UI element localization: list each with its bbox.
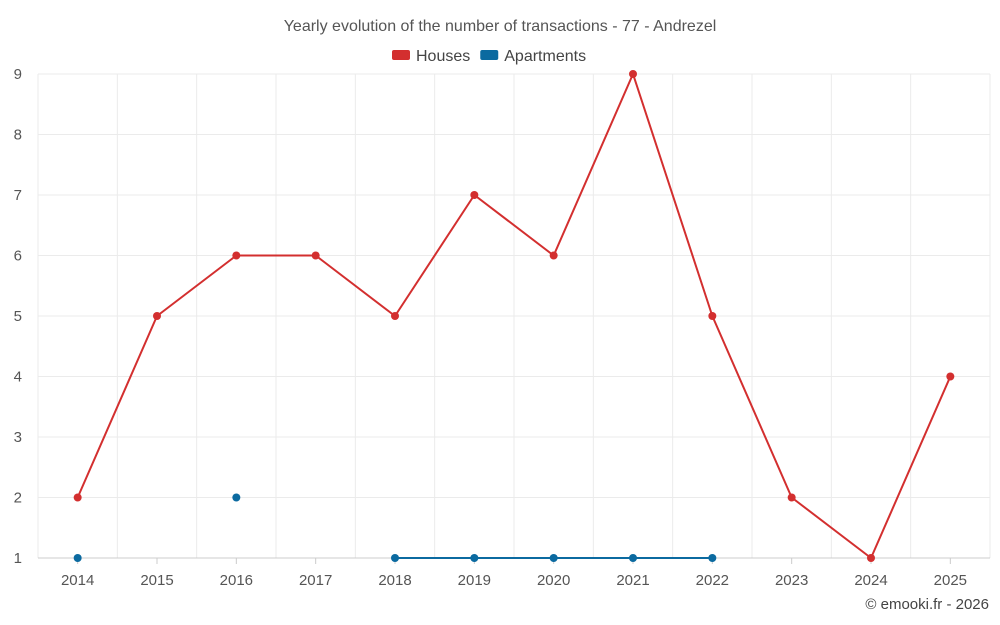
series-layer <box>73 70 955 562</box>
data-point-houses <box>391 312 399 320</box>
x-tick-label: 2023 <box>775 572 808 589</box>
legend: Houses Apartments <box>392 48 586 65</box>
data-point-houses <box>787 493 796 502</box>
data-point-apartments <box>470 554 479 562</box>
data-point-houses <box>549 251 558 260</box>
y-tick-label: 9 <box>14 66 22 83</box>
y-tick-label: 1 <box>14 550 22 567</box>
legend-label-apartments: Apartments <box>504 48 586 65</box>
data-point-houses <box>629 70 637 78</box>
y-tick-label: 4 <box>14 369 22 386</box>
data-point-houses <box>470 191 479 199</box>
x-tick-label: 2020 <box>537 572 570 589</box>
series-apartments <box>73 493 717 562</box>
data-point-houses <box>708 312 717 320</box>
x-tick-label: 2016 <box>220 572 253 589</box>
x-tick-label: 2021 <box>616 572 649 589</box>
x-tick-label: 2024 <box>854 572 887 589</box>
legend-swatch-houses <box>392 50 410 60</box>
data-point-apartments <box>391 554 399 562</box>
legend-label-houses: Houses <box>416 48 470 65</box>
x-tick-label: 2025 <box>934 572 967 589</box>
data-point-houses <box>232 251 241 260</box>
y-tick-label: 8 <box>14 127 22 144</box>
data-point-apartments <box>708 554 717 562</box>
chart-title: Yearly evolution of the number of transa… <box>284 18 717 35</box>
grid <box>37 73 991 559</box>
x-tick-label: 2022 <box>696 572 729 589</box>
series-houses <box>73 70 955 562</box>
y-tick-label: 5 <box>14 308 22 325</box>
y-tick-label: 3 <box>14 429 22 446</box>
y-tick-label: 7 <box>14 187 22 204</box>
x-tick-label: 2017 <box>299 572 332 589</box>
data-point-houses <box>867 554 875 562</box>
x-tick-label: 2014 <box>61 572 94 589</box>
data-point-houses <box>73 493 82 502</box>
data-point-houses <box>946 372 955 381</box>
x-tick-label: 2015 <box>140 572 173 589</box>
data-point-apartments <box>232 493 241 502</box>
y-tick-label: 2 <box>14 490 22 507</box>
credit-text: © emooki.fr - 2026 <box>865 596 989 613</box>
axes: 1 2 3 4 5 6 7 8 9 2014 2015 2016 2017 2018 2019 2020 202… <box>14 66 990 589</box>
data-point-apartments <box>549 554 558 562</box>
legend-swatch-apartments <box>480 50 499 60</box>
y-tick-label: 6 <box>14 248 22 265</box>
series-line-houses <box>76 73 952 559</box>
data-point-apartments <box>73 554 82 562</box>
x-tick-label: 2018 <box>378 572 411 589</box>
data-point-houses <box>153 312 161 320</box>
data-point-apartments <box>629 554 637 562</box>
data-point-houses <box>311 251 320 260</box>
x-tick-label: 2019 <box>458 572 491 589</box>
